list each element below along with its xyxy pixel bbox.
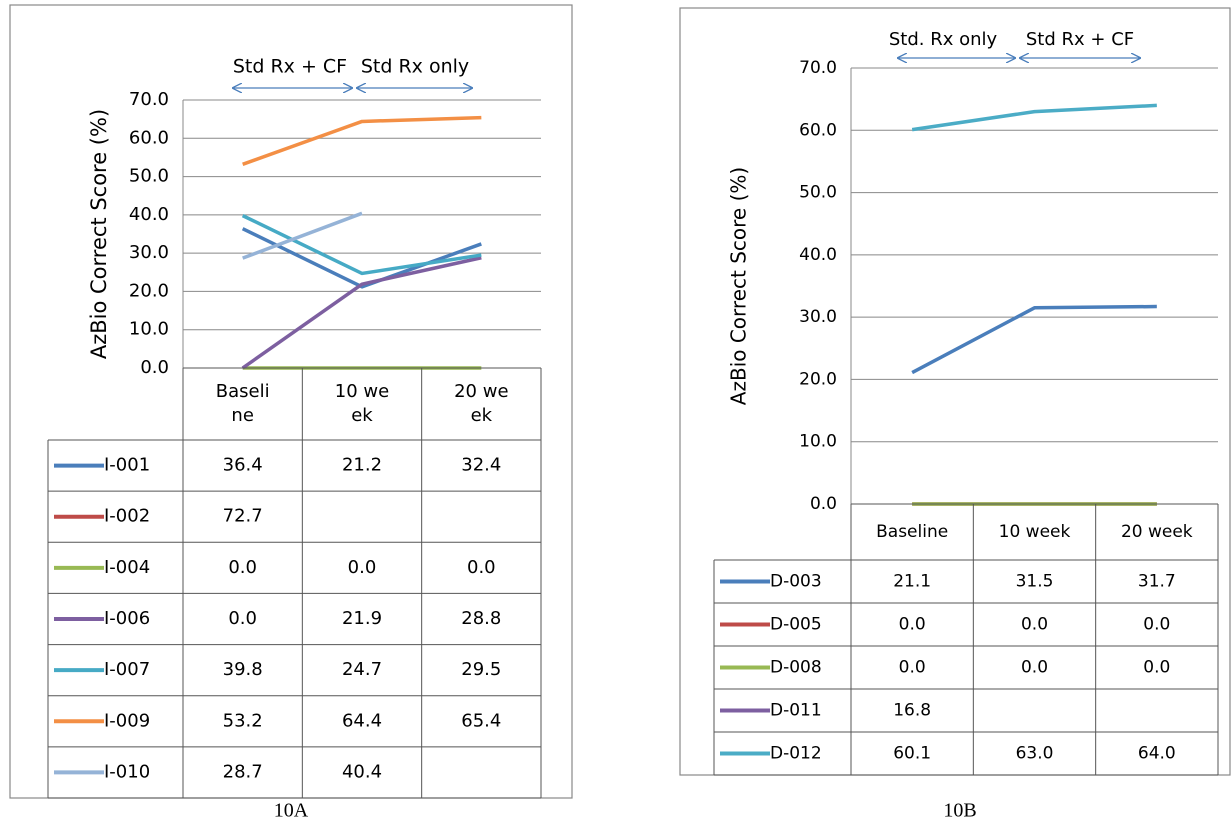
y-tick-label: 30.0 xyxy=(799,307,837,327)
y-tick-label: 60.0 xyxy=(129,127,169,148)
caption: 10A xyxy=(274,800,309,822)
legend-label: I-002 xyxy=(104,506,150,527)
table-value: 21.1 xyxy=(893,572,931,592)
table-value: 32.4 xyxy=(461,455,501,476)
table-value: 0.0 xyxy=(1143,615,1170,635)
series-line xyxy=(911,103,1157,132)
table-value: 31.7 xyxy=(1138,572,1176,592)
x-tick-cell: 20 week xyxy=(422,368,541,440)
annotation: Std Rx + CF xyxy=(1026,29,1134,50)
table-value: 39.8 xyxy=(223,659,263,680)
caption: 10B xyxy=(943,800,976,822)
x-tick-label: 20 week xyxy=(1120,521,1193,542)
table-value: 0.0 xyxy=(467,557,496,578)
x-tick-cell: 10 week xyxy=(302,368,421,440)
y-tick-label: 10.0 xyxy=(799,432,837,452)
y-tick-label: 50.0 xyxy=(129,166,169,187)
table-value: 0.0 xyxy=(228,557,257,578)
table-value: 24.7 xyxy=(342,659,382,680)
legend-label: I-009 xyxy=(104,710,150,731)
y-axis-label: AzBio Correct Score (%) xyxy=(727,167,751,405)
annotation: Std Rx + CF xyxy=(233,56,347,78)
table-value: 0.0 xyxy=(899,615,926,635)
y-tick-label: 50.0 xyxy=(799,183,837,203)
annotation: Std. Rx only xyxy=(889,29,998,50)
table-value: 16.8 xyxy=(893,701,931,721)
y-tick-label: 70.0 xyxy=(799,58,837,78)
x-tick-label-cell: 20 week xyxy=(422,368,541,440)
x-tick-label-cell: Baseline xyxy=(183,368,302,440)
series-line xyxy=(241,214,482,276)
y-tick-label: 10.0 xyxy=(129,319,169,340)
y-tick-label: 40.0 xyxy=(129,204,169,225)
legend-label: D-012 xyxy=(770,744,822,764)
table-value: 28.7 xyxy=(223,761,263,782)
table-value: 60.1 xyxy=(893,744,931,764)
x-tick-label: Baseline xyxy=(215,380,270,426)
table-value: 36.4 xyxy=(223,455,263,476)
x-tick-label-cell: Baseline xyxy=(851,504,973,560)
series-line xyxy=(911,304,1157,375)
y-tick-label: 20.0 xyxy=(129,280,169,301)
x-tick-label-cell: 20 week xyxy=(1096,504,1218,560)
annotation: Std Rx only xyxy=(361,56,469,78)
table-value: 28.8 xyxy=(461,608,501,629)
table-value: 64.4 xyxy=(342,710,382,731)
series-line xyxy=(241,256,482,370)
legend-label: D-005 xyxy=(770,615,822,635)
y-tick-label: 40.0 xyxy=(799,245,837,265)
table-value: 0.0 xyxy=(1021,615,1048,635)
x-tick-label: 10 week xyxy=(334,380,390,426)
x-tick-label: 20 week xyxy=(454,380,509,426)
y-tick-label: 0.0 xyxy=(810,494,837,514)
table-value: 0.0 xyxy=(899,658,926,678)
legend-label: I-007 xyxy=(104,659,150,680)
table-value: 21.2 xyxy=(342,455,382,476)
x-tick-cell: Baseline xyxy=(851,504,973,560)
y-tick-label: 60.0 xyxy=(799,120,837,140)
x-tick-label-cell: 10 week xyxy=(973,504,1095,560)
table-value: 65.4 xyxy=(461,710,501,731)
x-tick-label: Baseline xyxy=(876,521,949,542)
table-value: 0.0 xyxy=(1143,658,1170,678)
x-tick-cell: 10 week xyxy=(973,504,1095,560)
table-value: 21.9 xyxy=(342,608,382,629)
table-value: 0.0 xyxy=(348,557,377,578)
legend-label: D-008 xyxy=(770,658,822,678)
table-value: 29.5 xyxy=(461,659,501,680)
table-value: 0.0 xyxy=(228,608,257,629)
x-tick-label-cell: 10 week xyxy=(302,368,421,440)
y-tick-label: 30.0 xyxy=(129,242,169,263)
table-value: 53.2 xyxy=(223,710,263,731)
legend-label: I-010 xyxy=(104,761,150,782)
table-value: 63.0 xyxy=(1016,744,1054,764)
x-tick-cell: 20 week xyxy=(1096,504,1218,560)
y-tick-label: 70.0 xyxy=(129,89,169,110)
series-line xyxy=(242,115,482,166)
y-tick-label: 20.0 xyxy=(799,369,837,389)
legend-label: D-003 xyxy=(770,572,822,592)
table-value: 64.0 xyxy=(1138,744,1176,764)
table-value: 0.0 xyxy=(1021,658,1048,678)
table-value: 40.4 xyxy=(342,761,382,782)
legend-label: I-006 xyxy=(104,608,150,629)
y-tick-label: 0.0 xyxy=(140,357,169,378)
table-value: 72.7 xyxy=(223,506,263,527)
series-line xyxy=(242,211,363,260)
x-tick-label: 10 week xyxy=(998,521,1071,542)
legend-label: I-001 xyxy=(104,455,150,476)
y-axis-label: AzBio Correct Score (%) xyxy=(87,109,111,359)
table-value: 31.5 xyxy=(1016,572,1054,592)
legend-label: D-011 xyxy=(770,701,822,721)
legend-label: I-004 xyxy=(104,557,150,578)
series-line xyxy=(241,227,482,289)
x-tick-cell: Baseline xyxy=(183,368,302,440)
